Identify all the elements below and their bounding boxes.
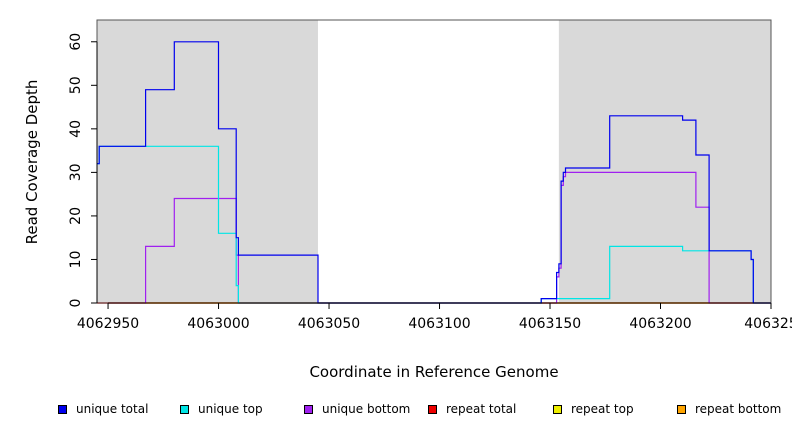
legend-label: repeat bottom [695,402,782,416]
legend-swatch [58,404,67,414]
x-tick-label: 4063000 [187,316,249,332]
legend-swatch [428,404,437,414]
shaded-regions [97,20,771,303]
legend-swatch [553,404,562,414]
legend-label: unique bottom [322,402,411,416]
x-tick-label: 4063100 [408,316,470,332]
legend-label: unique total [76,402,149,416]
y-axis-label: Read Coverage Depth [23,80,41,245]
legend-label: unique top [198,402,263,416]
legend-swatch [677,404,686,414]
shaded-region-1 [97,20,318,303]
legend-item-repeat-total: repeat total [428,400,516,418]
legend: unique total unique top unique bottom repea… [0,400,792,420]
x-tick-label: 4063050 [298,316,360,332]
y-tick-label: 50 [68,76,84,94]
shaded-region-2 [558,20,771,303]
y-tick-label: 20 [68,207,84,225]
legend-item-unique-top: unique top [180,400,263,418]
legend-label: repeat total [446,402,517,416]
coverage-chart: 4062950 4063000 4063050 4063100 4063150 40632… [23,19,792,381]
x-axis: 4062950 4063000 4063050 4063100 4063150 40632… [77,302,792,332]
legend-label: repeat top [571,402,634,416]
x-tick-label: 4062950 [77,316,139,332]
x-tick-label: 4063200 [629,316,691,332]
y-tick-label: 30 [68,163,84,181]
x-tick-label: 406325 [744,316,792,332]
legend-item-unique-bottom: unique bottom [304,400,410,418]
y-axis: 0 10 20 30 40 50 60 [68,33,98,308]
legend-swatch [304,404,313,414]
y-tick-label: 0 [68,299,84,308]
y-tick-label: 60 [68,33,84,51]
x-tick-label: 4063150 [519,316,581,332]
legend-swatch [180,404,189,414]
y-tick-label: 40 [68,120,84,138]
y-tick-label: 10 [68,251,84,269]
x-axis-label: Coordinate in Reference Genome [309,363,558,381]
legend-item-repeat-bottom: repeat bottom [677,400,781,418]
series-line-unique-total [97,41,771,304]
legend-item-repeat-top: repeat top [553,400,634,418]
legend-item-unique-total: unique total [58,400,148,418]
